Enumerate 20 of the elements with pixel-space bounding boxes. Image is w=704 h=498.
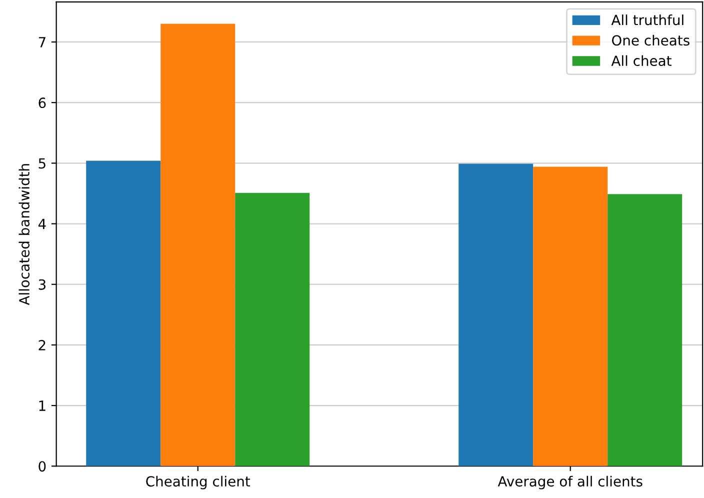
y-tick-label: 3 — [38, 279, 46, 290]
y-tick-label: 1 — [39, 400, 46, 411]
bar — [608, 194, 682, 466]
y-tick-label: 7 — [38, 37, 46, 48]
x-tick-label: Cheating client — [146, 476, 250, 490]
y-axis-title: Allocated bandwidth — [18, 164, 30, 306]
legend-label: All truthful — [611, 14, 684, 26]
y-tick-label: 6 — [38, 98, 46, 108]
y-tick-label: 0 — [38, 461, 46, 472]
bar — [235, 192, 310, 466]
bar — [533, 166, 608, 466]
legend-label: All cheat — [611, 55, 672, 66]
legend-label: One cheats — [612, 34, 690, 46]
bar — [458, 164, 534, 466]
bar — [86, 160, 161, 466]
bar — [160, 24, 236, 466]
y-tick-label: 4 — [38, 218, 46, 230]
x-tick-label: Average of all clients — [498, 476, 642, 490]
y-tick-label: 5 — [38, 158, 46, 169]
y-tick-label: 2 — [38, 340, 46, 350]
